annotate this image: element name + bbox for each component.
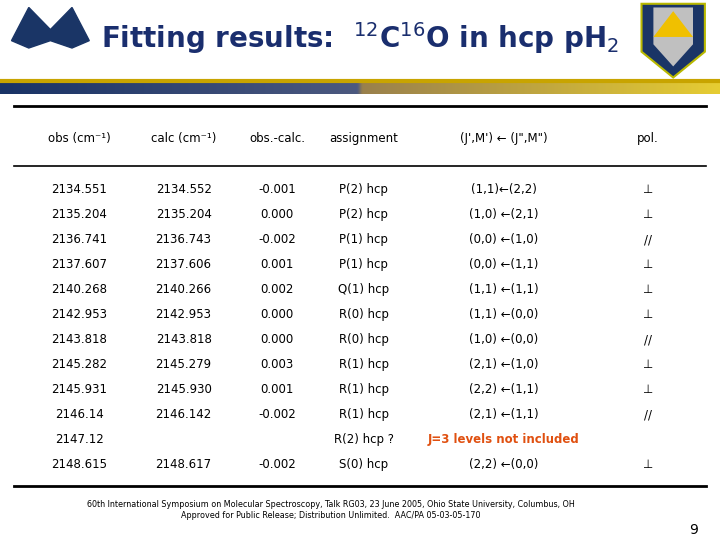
Text: P(2) hcp: P(2) hcp [339, 183, 388, 196]
Text: (1,0) ←(2,1): (1,0) ←(2,1) [469, 208, 539, 221]
Text: ⊥: ⊥ [643, 208, 653, 221]
Text: (1,0) ←(0,0): (1,0) ←(0,0) [469, 333, 539, 346]
Text: ⊥: ⊥ [643, 358, 653, 372]
Text: R(1) hcp: R(1) hcp [338, 358, 389, 372]
Text: ⊥: ⊥ [643, 458, 653, 471]
Text: S(0) hcp: S(0) hcp [339, 458, 388, 471]
Text: 2147.12: 2147.12 [55, 433, 104, 446]
Text: -0.001: -0.001 [258, 183, 296, 196]
Text: (1,1) ←(1,1): (1,1) ←(1,1) [469, 284, 539, 296]
Polygon shape [654, 11, 693, 37]
Text: 0.000: 0.000 [261, 333, 294, 346]
Text: //: // [644, 333, 652, 346]
Text: -0.002: -0.002 [258, 233, 296, 246]
Text: 0.000: 0.000 [261, 308, 294, 321]
Text: 2137.606: 2137.606 [156, 258, 212, 271]
Text: R(0) hcp: R(0) hcp [338, 308, 389, 321]
Text: ⊥: ⊥ [643, 308, 653, 321]
Text: 0.001: 0.001 [261, 383, 294, 396]
Text: R(1) hcp: R(1) hcp [338, 383, 389, 396]
Text: 2137.607: 2137.607 [51, 258, 107, 271]
Text: 0.001: 0.001 [261, 258, 294, 271]
Text: 2146.142: 2146.142 [156, 408, 212, 421]
Text: 2136.743: 2136.743 [156, 233, 212, 246]
Text: (2,2) ←(1,1): (2,2) ←(1,1) [469, 383, 539, 396]
Text: 60th International Symposium on Molecular Spectroscopy, Talk RG03, 23 June 2005,: 60th International Symposium on Molecula… [87, 500, 575, 519]
Text: //: // [644, 408, 652, 421]
Text: (2,1) ←(1,0): (2,1) ←(1,0) [469, 358, 539, 372]
Text: ⊥: ⊥ [643, 383, 653, 396]
Text: 2142.953: 2142.953 [156, 308, 212, 321]
Text: R(2) hcp ?: R(2) hcp ? [333, 433, 394, 446]
Text: 2143.818: 2143.818 [156, 333, 212, 346]
Text: -0.002: -0.002 [258, 458, 296, 471]
Text: (0,0) ←(1,1): (0,0) ←(1,1) [469, 258, 539, 271]
Text: 2142.953: 2142.953 [51, 308, 107, 321]
Text: (0,0) ←(1,0): (0,0) ←(1,0) [469, 233, 539, 246]
Text: ⊥: ⊥ [643, 284, 653, 296]
Text: 2148.617: 2148.617 [156, 458, 212, 471]
Text: Q(1) hcp: Q(1) hcp [338, 284, 390, 296]
Polygon shape [12, 8, 89, 48]
Text: 0.000: 0.000 [261, 208, 294, 221]
Text: J=3 levels not included: J=3 levels not included [428, 433, 580, 446]
Polygon shape [642, 4, 705, 77]
Text: 2145.931: 2145.931 [51, 383, 107, 396]
Text: 2134.552: 2134.552 [156, 183, 212, 196]
Text: R(0) hcp: R(0) hcp [338, 333, 389, 346]
Text: //: // [644, 233, 652, 246]
Text: 2148.615: 2148.615 [51, 458, 107, 471]
Text: ⊥: ⊥ [643, 258, 653, 271]
Text: 2143.818: 2143.818 [51, 333, 107, 346]
Text: 2135.204: 2135.204 [51, 208, 107, 221]
Text: 2140.268: 2140.268 [51, 284, 107, 296]
Text: 2135.204: 2135.204 [156, 208, 212, 221]
Text: obs (cm⁻¹): obs (cm⁻¹) [48, 132, 111, 145]
Polygon shape [654, 8, 693, 66]
Text: (1,1)←(2,2): (1,1)←(2,2) [471, 183, 537, 196]
Text: Fitting results:  $^{12}$C$^{16}$O in hcp pH$_2$: Fitting results: $^{12}$C$^{16}$O in hcp… [101, 21, 619, 56]
Text: calc (cm⁻¹): calc (cm⁻¹) [151, 132, 216, 145]
Text: 2134.551: 2134.551 [51, 183, 107, 196]
Text: obs.-calc.: obs.-calc. [249, 132, 305, 145]
Text: P(1) hcp: P(1) hcp [339, 233, 388, 246]
Text: assignment: assignment [329, 132, 398, 145]
Text: R(1) hcp: R(1) hcp [338, 408, 389, 421]
Text: 2140.266: 2140.266 [156, 284, 212, 296]
Text: 0.003: 0.003 [261, 358, 294, 372]
Text: 2146.14: 2146.14 [55, 408, 104, 421]
Text: P(2) hcp: P(2) hcp [339, 208, 388, 221]
Text: 2145.279: 2145.279 [156, 358, 212, 372]
Text: (1,1) ←(0,0): (1,1) ←(0,0) [469, 308, 539, 321]
Text: P(1) hcp: P(1) hcp [339, 258, 388, 271]
Text: 9: 9 [690, 523, 698, 537]
Text: 2145.930: 2145.930 [156, 383, 212, 396]
Text: ⊥: ⊥ [643, 183, 653, 196]
Text: 2136.741: 2136.741 [51, 233, 107, 246]
Text: 0.002: 0.002 [261, 284, 294, 296]
Text: (2,1) ←(1,1): (2,1) ←(1,1) [469, 408, 539, 421]
Text: -0.002: -0.002 [258, 408, 296, 421]
Text: 2145.282: 2145.282 [51, 358, 107, 372]
Text: pol.: pol. [637, 132, 659, 145]
Text: (J',M') ← (J",M"): (J',M') ← (J",M") [460, 132, 548, 145]
Text: (2,2) ←(0,0): (2,2) ←(0,0) [469, 458, 539, 471]
